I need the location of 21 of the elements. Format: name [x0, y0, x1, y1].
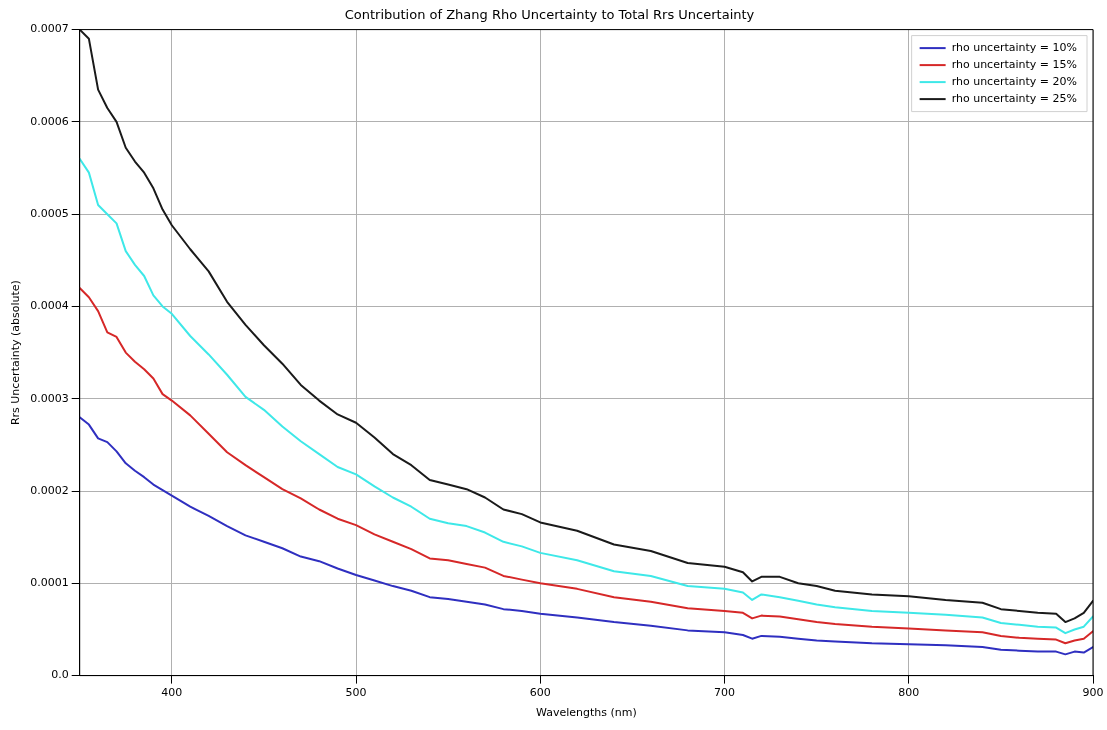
y-tick-label: 0.0 [51, 668, 69, 682]
x-tick-label: 600 [529, 686, 551, 700]
x-tick-label: 500 [345, 686, 367, 700]
y-tick-label: 0.0006 [30, 114, 69, 128]
y-tick-label: 0.0007 [30, 22, 69, 36]
y-tick-label: 0.0004 [30, 299, 69, 313]
legend-label: rho uncertainty = 20% [951, 74, 1077, 88]
y-tick-label: 0.0002 [30, 483, 69, 497]
y-axis-title: Rrs Uncertainty (absolute) [9, 280, 23, 426]
legend-label: rho uncertainty = 15% [951, 57, 1077, 71]
legend-label: rho uncertainty = 10% [951, 40, 1077, 54]
legend-label: rho uncertainty = 25% [951, 91, 1077, 105]
y-tick-label: 0.0003 [30, 391, 69, 405]
x-axis-title: Wavelengths (nm) [535, 706, 637, 720]
y-tick-label: 0.0001 [30, 576, 69, 590]
y-tick-label: 0.0005 [30, 207, 69, 221]
chart-title: Contribution of Zhang Rho Uncertainty to Total Rrs Uncertainty [344, 7, 755, 23]
x-tick-label: 800 [898, 686, 920, 700]
x-tick-label: 400 [161, 686, 183, 700]
x-tick-label: 700 [714, 686, 736, 700]
x-tick-label: 900 [1082, 686, 1104, 700]
